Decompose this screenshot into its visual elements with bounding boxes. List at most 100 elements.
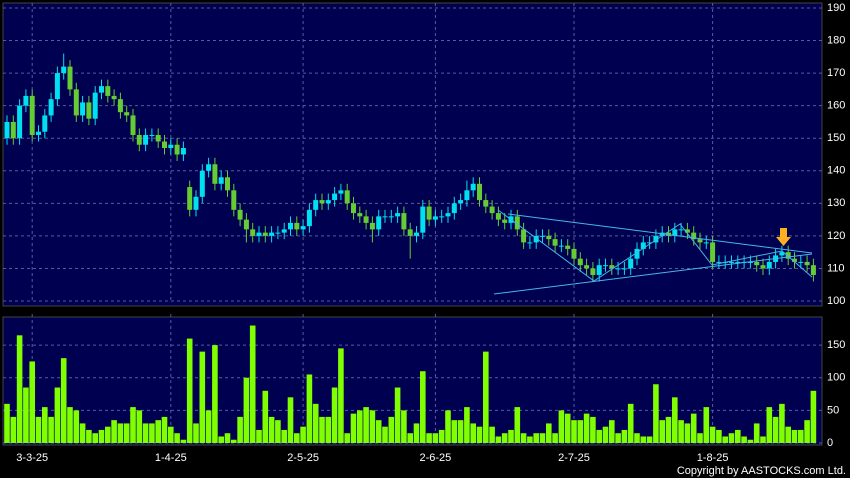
candle-body [143, 134, 149, 145]
candle-body [168, 144, 174, 148]
candle-body [388, 216, 394, 218]
volume-bar [432, 433, 439, 443]
candle-body [483, 200, 489, 207]
x-tick-label: 3-3-25 [16, 452, 48, 464]
candle-body [527, 242, 533, 244]
volume-bar [23, 387, 29, 443]
volume-bar [514, 407, 521, 443]
volume-bar [42, 407, 48, 443]
volume-bar [16, 335, 23, 443]
trendline [507, 213, 813, 254]
candle-body [369, 222, 375, 230]
trendline [493, 253, 813, 295]
volume-bar [735, 429, 741, 443]
volume-bar [149, 423, 155, 443]
candle-body [439, 216, 445, 218]
volume-bar [684, 423, 691, 443]
candle-body [804, 261, 810, 266]
volume-bar [690, 413, 697, 443]
volume-bar [287, 397, 294, 443]
volume-bar [716, 429, 722, 443]
candle-body [684, 229, 690, 233]
volume-bar [709, 426, 716, 443]
candle-body [275, 232, 281, 234]
y-tick-label: 50 [827, 404, 839, 416]
volume-bar [205, 410, 212, 443]
x-tick-label: 2-5-25 [287, 452, 319, 464]
candle-body [552, 239, 558, 246]
candle-body [288, 222, 293, 230]
candle-body [489, 206, 495, 214]
volume-bar [86, 429, 92, 443]
volume-bar [445, 410, 451, 443]
volume-bar [646, 436, 653, 443]
candle-body [785, 252, 791, 259]
candle-body [231, 190, 237, 210]
volume-bar [60, 358, 67, 443]
candle-body [502, 219, 508, 223]
volume-bar [174, 433, 180, 443]
volume-bar [388, 416, 395, 443]
candle-body [792, 258, 797, 262]
volume-bar [728, 433, 735, 443]
trendlines [493, 209, 813, 295]
y-tick-label: 140 [827, 165, 845, 177]
candle-body [565, 245, 571, 249]
volume-bar [338, 348, 344, 443]
candle-body [225, 177, 230, 191]
volume-bar [501, 433, 508, 443]
candle-body [17, 105, 23, 139]
candle-body [395, 213, 401, 217]
volume-bar [722, 436, 728, 443]
y-tick-label: 130 [827, 197, 845, 209]
volume-bar [117, 423, 124, 443]
candle-body [357, 213, 363, 217]
y-tick-label: 100 [827, 295, 845, 307]
volume-bar [495, 436, 502, 443]
candle-body [376, 216, 382, 230]
y-tick-label: 170 [827, 67, 845, 79]
volume-bar [564, 413, 571, 443]
candle-body [42, 115, 48, 132]
y-tick-label: 160 [827, 100, 845, 112]
volume-bar [791, 429, 798, 443]
volume-bar [401, 410, 407, 443]
volume-bar [161, 416, 168, 443]
volume-bar [640, 436, 647, 443]
volume-bar [394, 387, 401, 443]
candle-body [80, 102, 86, 116]
volume-bar [136, 410, 143, 443]
candle-body [514, 216, 520, 230]
candle-body [426, 206, 432, 220]
candle-body [697, 239, 703, 243]
volume-bar [193, 423, 199, 443]
candle-body [477, 183, 482, 201]
candle-body [766, 261, 772, 269]
candle-body [382, 216, 388, 218]
volume-bar [155, 420, 161, 443]
volume-bar [186, 338, 193, 443]
volume-bar [105, 426, 111, 443]
candle-body [262, 232, 268, 236]
volume-bar [571, 420, 577, 443]
candle-body [117, 99, 123, 113]
candle-body [300, 226, 306, 230]
candle-body [86, 102, 92, 119]
candle-body [533, 235, 539, 243]
volume-bar [634, 433, 640, 443]
volume-bar [168, 426, 174, 443]
candle-body [760, 265, 766, 269]
candle-body [401, 213, 407, 230]
price-panel [2, 2, 823, 307]
candle-body [558, 245, 564, 247]
volume-bar [558, 410, 565, 443]
volume-bar [785, 426, 791, 443]
candle-body [237, 209, 243, 220]
candle-body [162, 141, 167, 148]
candle-body [199, 170, 205, 197]
candle-body [136, 134, 142, 145]
volume-bar [130, 407, 136, 443]
volume-bar [363, 407, 369, 443]
x-tick-label: 2-7-25 [558, 452, 590, 464]
volume-bar [489, 426, 495, 443]
